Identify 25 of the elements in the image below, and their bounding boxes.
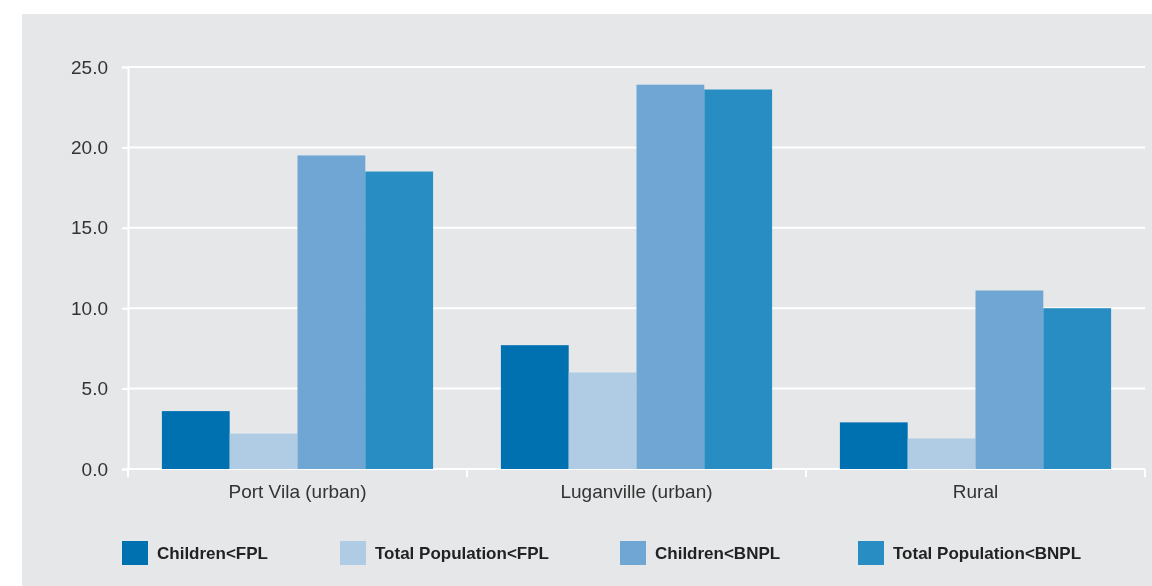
- y-tick-label: 15.0: [71, 217, 108, 239]
- bar: [568, 372, 637, 469]
- legend-label: Total Population<FPL: [375, 544, 549, 563]
- y-tick-label: 0.0: [81, 458, 108, 480]
- bar: [839, 422, 908, 469]
- y-tick-label: 25.0: [71, 56, 108, 78]
- bar: [161, 411, 230, 469]
- legend-label: Children<BNPL: [655, 544, 781, 563]
- legend-label: Children<FPL: [157, 544, 268, 563]
- y-tick-label: 5.0: [81, 378, 108, 400]
- bar: [704, 89, 773, 469]
- bar: [500, 345, 569, 469]
- bar: [636, 84, 705, 469]
- x-tick-label: Rural: [952, 481, 999, 503]
- y-tick-label: 20.0: [71, 136, 108, 158]
- bar: [229, 433, 298, 469]
- y-tick-label: 10.0: [71, 297, 108, 319]
- x-tick-label: Port Vila (urban): [228, 481, 367, 503]
- bar: [907, 438, 976, 469]
- bar: [1043, 308, 1112, 469]
- bar: [297, 155, 366, 469]
- bar: [365, 171, 434, 469]
- x-tick-label: Luganville (urban): [560, 481, 713, 503]
- bar: [975, 290, 1044, 469]
- legend-label: Total Population<BNPL: [893, 544, 1082, 563]
